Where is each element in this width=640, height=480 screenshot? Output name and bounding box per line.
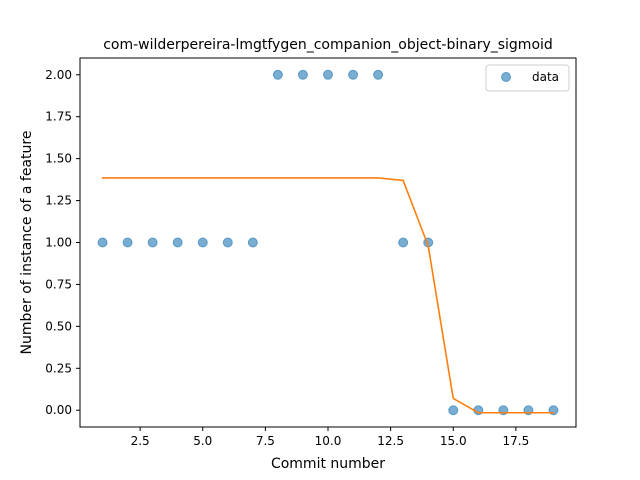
x-tick-label: 15.0 (440, 434, 467, 448)
data-point (373, 69, 384, 80)
y-tick-label: 0.75 (45, 277, 72, 291)
data-point (297, 69, 308, 80)
y-tick-label: 0.25 (45, 361, 72, 375)
x-axis: 2.5 5.0 7.5 10.0 12.5 15.0 17.5 (131, 427, 530, 448)
data-point (97, 237, 108, 248)
plot-area (80, 58, 576, 427)
legend-marker (501, 72, 511, 82)
x-tick-label: 7.5 (256, 434, 275, 448)
legend: data (485, 64, 570, 92)
data-point (448, 405, 459, 416)
x-tick-label: 12.5 (377, 434, 404, 448)
data-point (122, 237, 133, 248)
y-axis-label: Number of instance of a feature (19, 131, 35, 355)
data-point (197, 237, 208, 248)
x-tick-label: 5.0 (193, 434, 212, 448)
y-tick-label: 0.50 (45, 319, 72, 333)
data-point (172, 237, 183, 248)
y-tick-label: 1.00 (45, 236, 72, 250)
x-tick-label: 2.5 (131, 434, 150, 448)
legend-label: data (532, 70, 559, 84)
data-point (323, 69, 333, 80)
x-axis-label: Commit number (271, 456, 385, 472)
data-point (147, 237, 158, 248)
y-axis: 0.00 0.25 0.50 0.75 1.00 1.25 1.50 1.75 2.00 (45, 68, 80, 417)
data-point (272, 69, 283, 80)
data-point (348, 69, 359, 80)
chart-title: com-wilderpereira-lmgtfygen_companion_ob… (103, 37, 553, 53)
y-tick-label: 0.00 (45, 403, 72, 417)
y-tick-label: 2.00 (45, 68, 72, 82)
legend-box (485, 64, 570, 92)
data-point (398, 237, 409, 248)
x-tick-label: 17.5 (503, 434, 530, 448)
chart-marks (97, 69, 559, 416)
data-point (222, 237, 233, 248)
y-tick-label: 1.50 (45, 152, 72, 166)
y-tick-label: 1.75 (45, 110, 72, 124)
y-tick-label: 1.25 (45, 194, 72, 208)
fit-line (101, 177, 555, 414)
data-point (247, 237, 258, 248)
x-tick-label: 10.0 (315, 434, 342, 448)
